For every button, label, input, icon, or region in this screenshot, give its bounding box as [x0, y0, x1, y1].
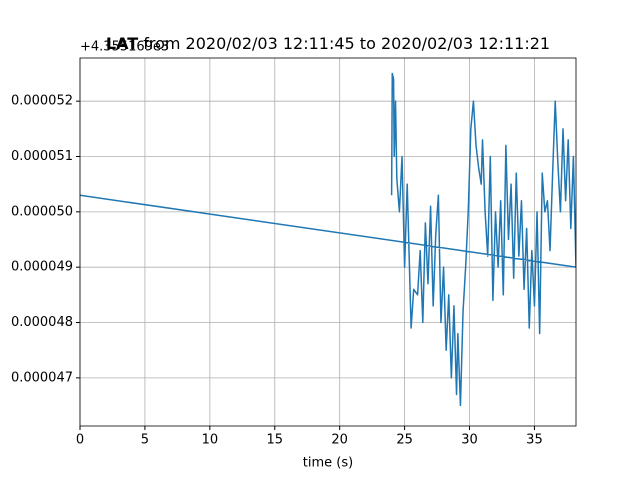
y-tick-label: 0.000051	[11, 149, 73, 164]
y-tick-label: 0.000049	[11, 260, 73, 275]
x-tick-label: 20	[331, 433, 348, 448]
x-tick-label: 5	[141, 433, 149, 448]
y-tick-label: 0.000052	[11, 94, 73, 109]
x-tick-label: 10	[202, 433, 219, 448]
y-tick-label: 0.000050	[11, 204, 73, 219]
x-tick-label: 0	[76, 433, 84, 448]
data-line	[80, 72, 576, 407]
y-tick-label: 0.000047	[11, 370, 73, 385]
y-tick-label: 0.000048	[11, 315, 73, 330]
offset-text: +4.355169e3	[80, 40, 169, 55]
x-tick-label: 30	[461, 433, 478, 448]
plot-frame	[79, 57, 577, 427]
x-tick-label: 25	[396, 433, 413, 448]
x-axis-label: time (s)	[303, 456, 353, 471]
x-tick-label: 35	[526, 433, 543, 448]
x-tick-label: 15	[266, 433, 283, 448]
title-bold: LAT	[106, 34, 138, 53]
title-text: from 2020/02/03 12:11:45 to 2020/02/03 1…	[143, 34, 550, 53]
chart-title: LAT from 2020/02/03 12:11:45 to 2020/02/…	[106, 34, 550, 53]
